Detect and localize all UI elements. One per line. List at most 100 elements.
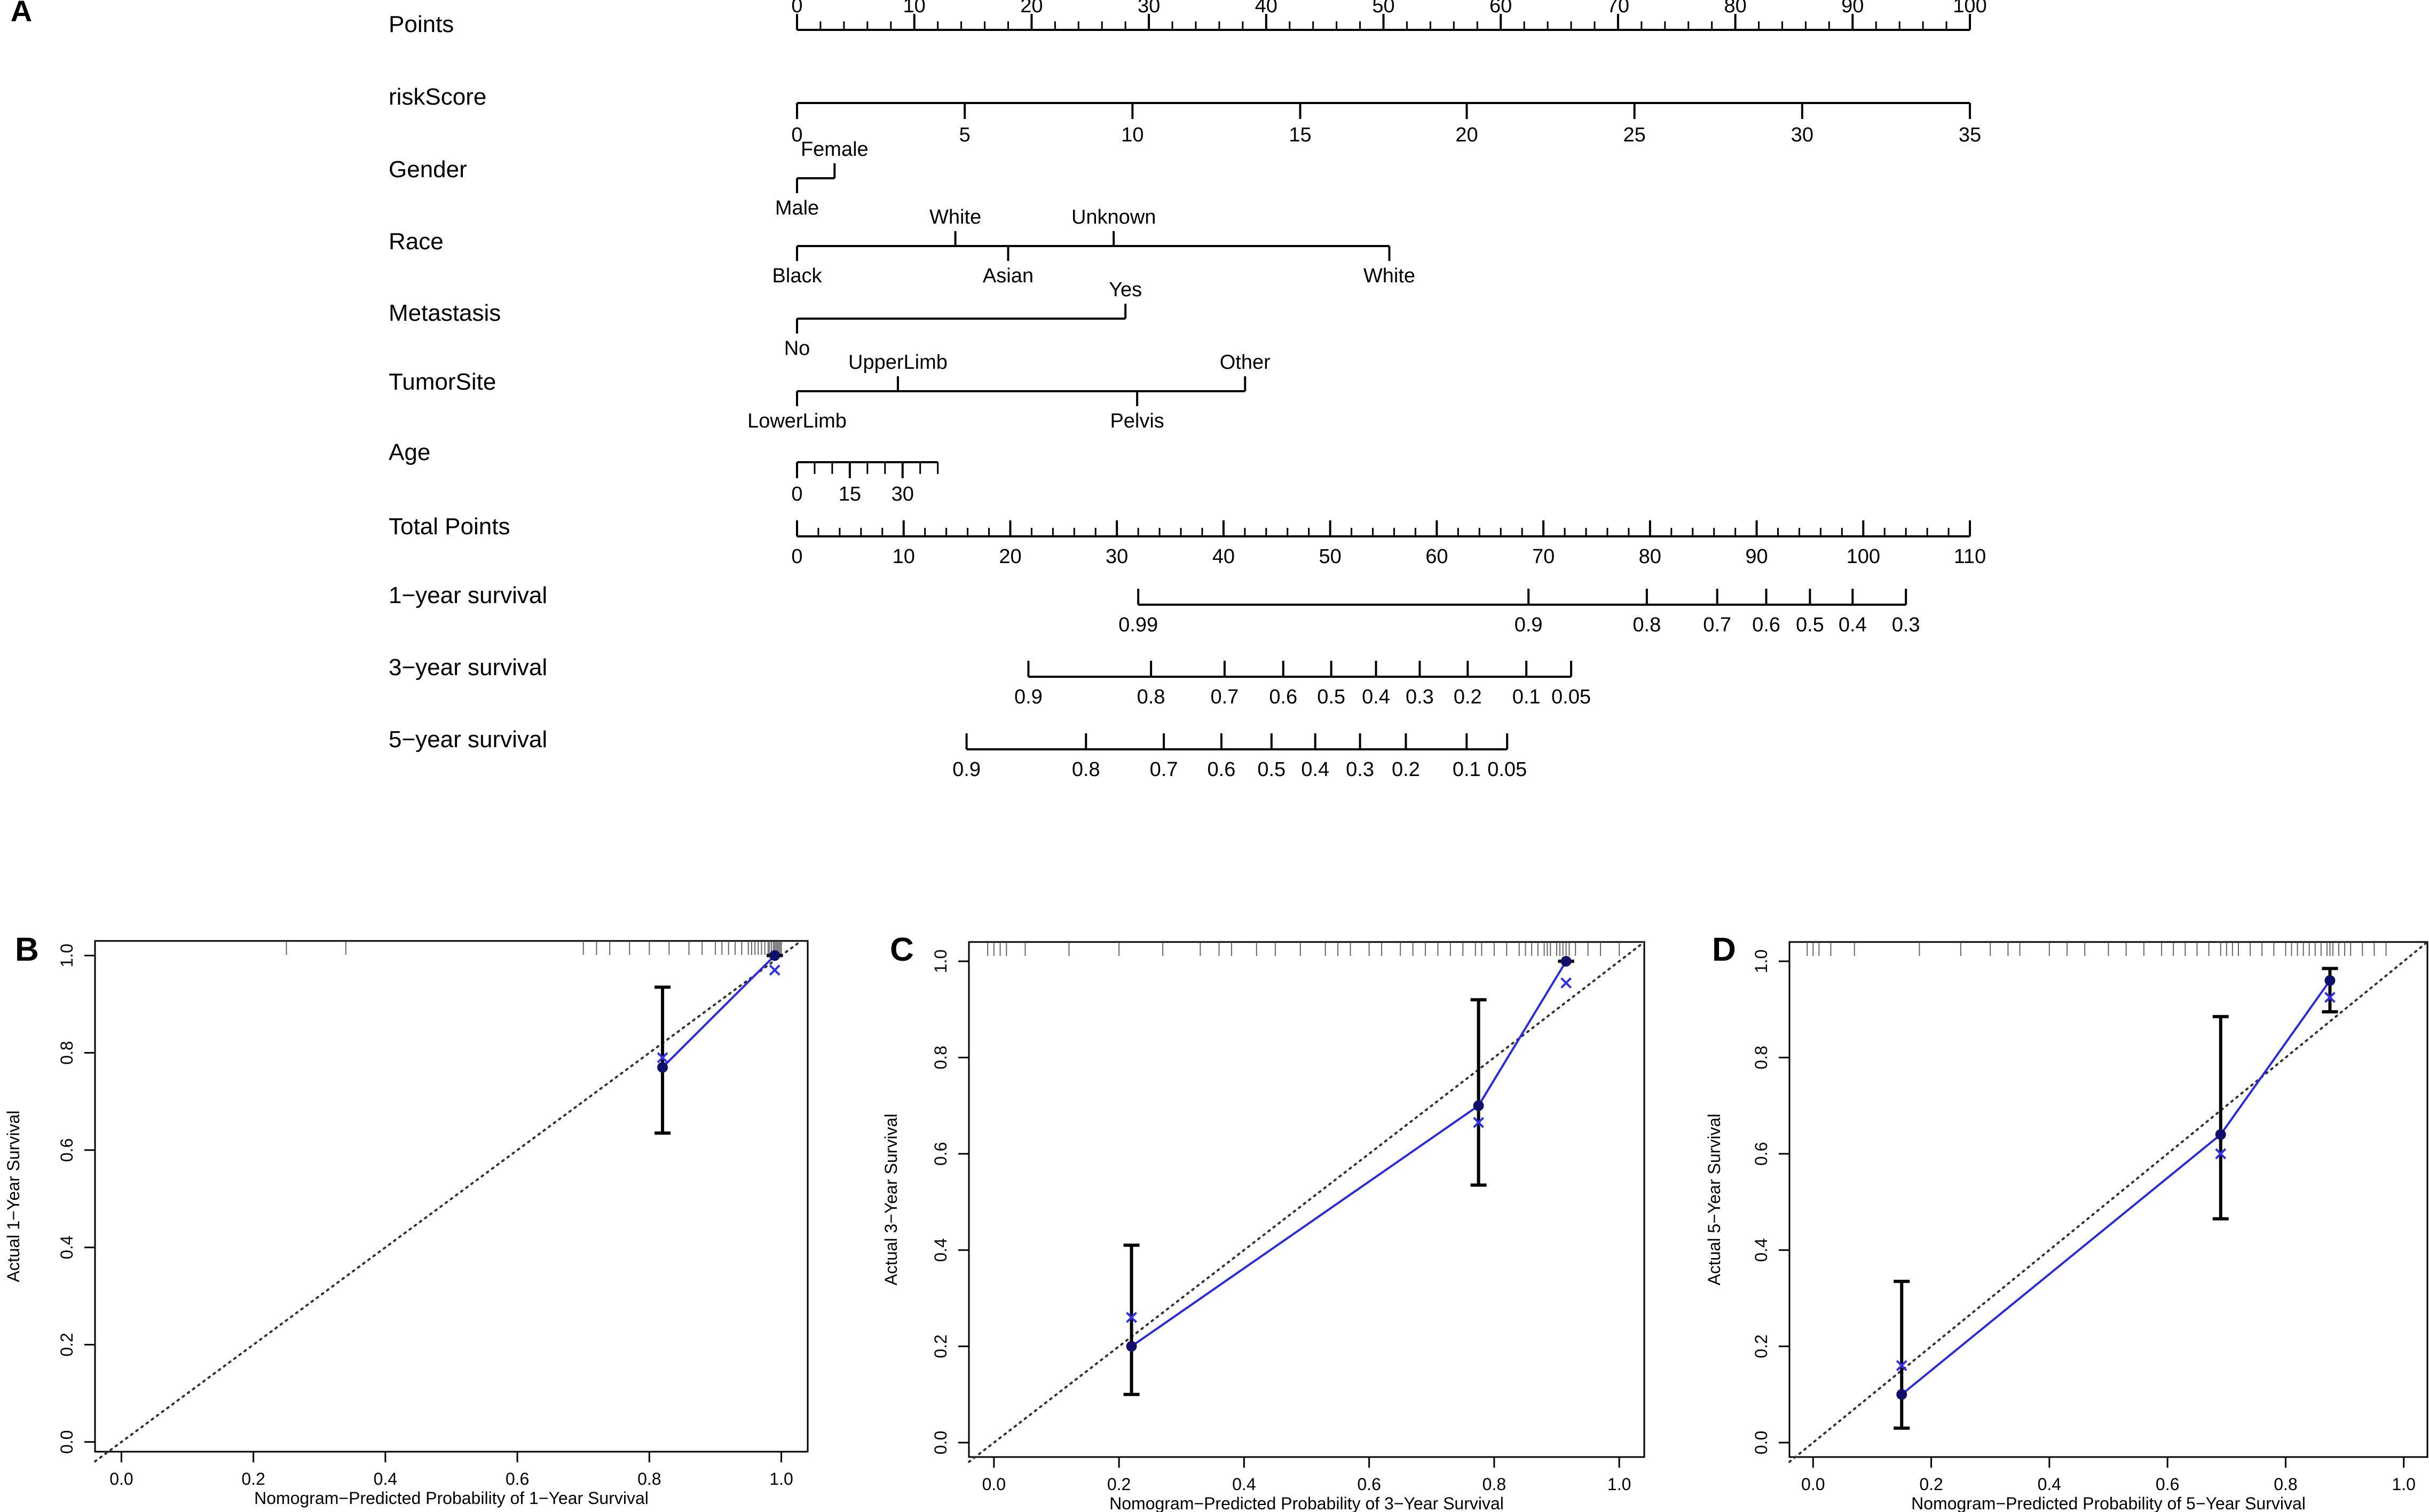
observed-point: [769, 950, 780, 961]
observed-point: [1473, 1100, 1484, 1111]
tick-label: 30: [1106, 545, 1128, 568]
panel-letter-a: A: [11, 0, 32, 28]
observed-point: [1560, 956, 1572, 967]
tick-label: 0.4: [1839, 614, 1867, 636]
y-tick-label: 0.8: [57, 1041, 76, 1064]
tick-label: 70: [1607, 0, 1629, 17]
y-axis-title: Actual 3−Year Survival: [881, 1114, 901, 1286]
tick-label: 0.6: [1269, 686, 1297, 708]
level-label: Pelvis: [1110, 410, 1164, 432]
observed-point: [2215, 1129, 2226, 1140]
tick-label: 5: [959, 124, 971, 146]
ideal-diagonal: [1788, 941, 2428, 1463]
nomogram-row-label: TumorSite: [389, 369, 496, 395]
tick-label: 0.2: [1454, 686, 1482, 708]
tick-label: 0: [791, 545, 802, 568]
tick-label: 0: [791, 124, 802, 146]
tick-label: 0.2: [1392, 758, 1420, 781]
level-label: Yes: [1109, 279, 1142, 301]
calibration-panel-b: B 0.0 0.2 0.4 0.6 0.8 1.0 0.0 0.2 0.4 0.6 0.8 1.0 Nom…: [4, 931, 809, 1508]
plot-frame: [94, 940, 809, 1453]
tick-label: 15: [1289, 124, 1311, 146]
x-tick-label: 0.0: [1801, 1475, 1825, 1494]
nomogram-row: 3−year survival 0.9 0.8 0.7 0.6 0.5 0.4 0.3 0.2 0…: [389, 654, 1591, 708]
x-axis-title: Nomogram−Predicted Probability of 3−Year…: [1109, 1494, 1504, 1512]
nomogram-row: Metastasis No Yes: [389, 279, 1142, 360]
x-tick-label: 0.6: [2156, 1475, 2179, 1494]
nomogram-row-label: 5−year survival: [389, 726, 547, 753]
tick-label: 80: [1639, 545, 1661, 568]
y-tick-label: 0.6: [1752, 1142, 1771, 1166]
tick-label: 20: [1020, 0, 1043, 17]
level-label: White: [929, 206, 981, 228]
y-tick-label: 1.0: [57, 944, 76, 967]
plot-frame: [1788, 941, 2428, 1458]
y-axis-title: Actual 1−Year Survival: [4, 1111, 23, 1283]
corrected-point: [2215, 1148, 2227, 1160]
tick-label: 0.8: [1072, 758, 1100, 781]
panel-letter-b: B: [15, 931, 39, 968]
level-label: Unknown: [1071, 206, 1156, 228]
tick-label: 0.3: [1346, 758, 1374, 781]
level-label: UpperLimb: [848, 351, 948, 374]
observed-point: [657, 1062, 668, 1073]
tick-label: 30: [1791, 124, 1813, 146]
nomogram-row-label: Points: [389, 11, 454, 37]
tick-label: 10: [1121, 124, 1143, 146]
y-tick-label: 0.2: [1752, 1334, 1771, 1358]
corrected-cross: [1473, 1117, 1485, 1128]
corrected-point: [1126, 1312, 1137, 1323]
calibration-panel-d: D 0.0 0.2 0.4 0.6 0.8 1.0 0.0 0.2 0.4 0.6 0.8 1.0 Nom…: [1705, 931, 2428, 1512]
x-tick-label: 0.2: [241, 1469, 265, 1489]
y-tick-label: 0.4: [1752, 1238, 1771, 1262]
y-tick-label: 0.2: [57, 1333, 76, 1356]
corrected-cross: [769, 964, 780, 976]
nomogram-row-label: Race: [389, 228, 444, 255]
tick-label: 0.9: [1014, 686, 1043, 708]
tick-label: 80: [1724, 0, 1746, 17]
nomogram-row: TumorSite LowerLimb UpperLimb Pelvis Other: [389, 351, 1271, 432]
corrected-cross: [2324, 992, 2336, 1003]
tick-label: 0.5: [1796, 614, 1824, 636]
x-tick-label: 0.0: [982, 1475, 1006, 1494]
x-tick-label: 1.0: [2392, 1475, 2415, 1494]
corrected-point: [2324, 992, 2336, 1003]
tick-label: 40: [1255, 0, 1277, 17]
x-tick-label: 0.8: [1482, 1475, 1506, 1494]
nomogram-row: Race Black White Asian Unknown White: [389, 206, 1415, 287]
y-tick-label: 0.6: [57, 1138, 76, 1162]
tick-label: 60: [1425, 545, 1448, 568]
tick-label: 50: [1319, 545, 1341, 568]
level-label: Black: [772, 265, 823, 287]
corrected-cross: [1126, 1312, 1137, 1323]
level-label: LowerLimb: [747, 410, 847, 432]
nomogram-row: riskScore 0 5 10 15 20 25 30 35: [389, 84, 1981, 146]
observed-point: [2324, 975, 2336, 986]
corrected-cross: [1560, 977, 1572, 989]
tick-label: 0.7: [1150, 758, 1178, 781]
tick-label: 0.7: [1703, 614, 1731, 636]
corrected-cross: [1896, 1360, 1907, 1372]
x-tick-label: 1.0: [1607, 1475, 1631, 1494]
tick-label: 100: [1953, 0, 1986, 17]
tick-label: 90: [1745, 545, 1768, 568]
tick-label: 50: [1372, 0, 1394, 17]
level-label: No: [784, 337, 810, 360]
tick-label: 0.6: [1208, 758, 1236, 781]
nomogram-row-label: Metastasis: [389, 300, 501, 326]
tick-label: 0.05: [1551, 686, 1591, 708]
corrected-point: [1473, 1117, 1485, 1128]
tick-label: 0.9: [952, 758, 981, 781]
plot-frame: [968, 941, 1645, 1458]
corrected-point: [1560, 977, 1572, 989]
tick-label: 0.3: [1892, 614, 1920, 636]
tick-label: 0.7: [1210, 686, 1239, 708]
calibration-line: [1131, 961, 1567, 1348]
y-tick-label: 0.0: [57, 1430, 76, 1454]
x-tick-label: 0.8: [2274, 1475, 2297, 1494]
tick-label: 40: [1212, 545, 1235, 568]
tick-label: 110: [1954, 545, 1986, 568]
nomogram-row: 1−year survival 0.99 0.9 0.8 0.7 0.6 0.5 0.4 0.3: [389, 582, 1920, 636]
tick-label: 30: [892, 483, 914, 505]
